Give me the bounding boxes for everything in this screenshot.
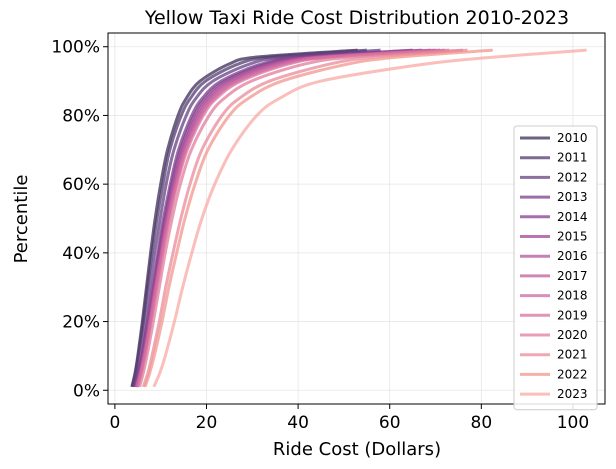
legend-label-2018: 2018 <box>557 289 588 303</box>
series-line-2022 <box>143 48 493 388</box>
legend-label-2012: 2012 <box>557 170 588 184</box>
y-tick-label: 0% <box>73 381 100 401</box>
x-axis-label: Ride Cost (Dollars) <box>273 439 441 460</box>
x-tick-label: 20 <box>196 413 218 433</box>
x-tick-label: 60 <box>379 413 401 433</box>
legend-label-2016: 2016 <box>557 249 588 263</box>
x-tick-label: 100 <box>557 413 589 433</box>
series-line-2023 <box>152 48 587 388</box>
y-axis-label: Percentile <box>11 175 32 264</box>
y-tick-label: 100% <box>51 38 100 58</box>
x-tick-label: 80 <box>471 413 493 433</box>
y-tick-label: 20% <box>62 313 100 333</box>
legend: 2010 2011 2012 2013 2014 2015 2016 2017 2018 2019… <box>513 125 598 411</box>
legend-label-2023: 2023 <box>557 387 588 401</box>
series-line-2012 <box>132 48 381 388</box>
series-line-2014 <box>134 48 422 388</box>
legend-label-2015: 2015 <box>557 230 588 244</box>
legend-label-2021: 2021 <box>557 348 588 362</box>
series-line-2011 <box>130 48 367 388</box>
chart-title: Yellow Taxi Ride Cost Distribution 2010-… <box>144 7 569 29</box>
plot-area-frame <box>107 32 606 405</box>
legend-label-2019: 2019 <box>557 308 588 322</box>
legend-label-2011: 2011 <box>557 151 588 165</box>
legend-label-2017: 2017 <box>557 269 588 283</box>
series-line-2019 <box>136 48 450 388</box>
y-tick-label: 40% <box>62 244 100 264</box>
legend-label-2020: 2020 <box>557 328 588 342</box>
series-line-2021 <box>141 48 468 388</box>
y-tick-label: 60% <box>62 175 100 195</box>
series-line-2020 <box>138 48 464 388</box>
x-tick-label: 0 <box>109 413 120 433</box>
x-tick-label: 40 <box>287 413 309 433</box>
axis-ticks: 0 20 40 60 80 100 0% 20% 40% 60% 80% 100% <box>51 38 589 433</box>
legend-label-2013: 2013 <box>557 190 588 204</box>
series-lines <box>130 48 587 388</box>
y-tick-label: 80% <box>62 106 100 126</box>
legend-label-2022: 2022 <box>557 367 588 381</box>
legend-label-2010: 2010 <box>557 131 588 145</box>
legend-label-2014: 2014 <box>557 210 588 224</box>
